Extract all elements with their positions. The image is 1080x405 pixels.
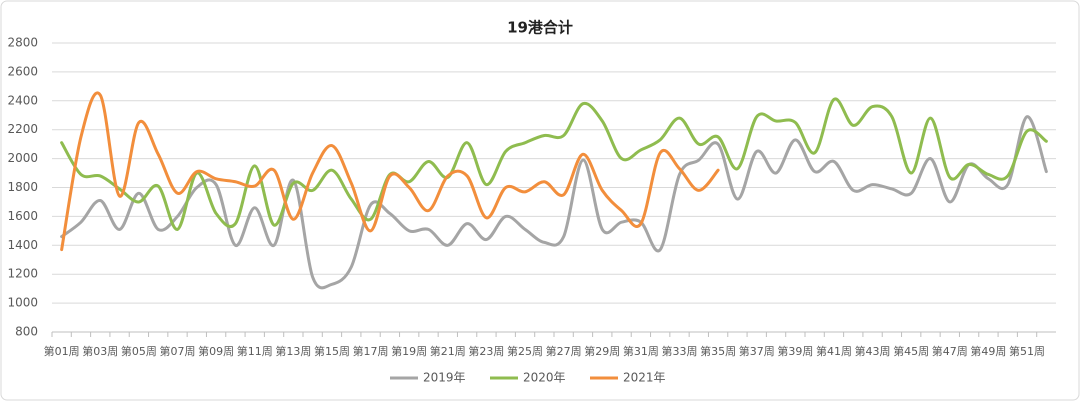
- chart-title: 19港合计: [507, 19, 573, 37]
- x-tick-label: 第21周: [430, 344, 466, 358]
- y-tick-label: 800: [15, 325, 38, 339]
- x-tick-label: 第11周: [237, 344, 273, 358]
- x-tick-label: 第25周: [507, 344, 543, 358]
- x-tick-label: 第29周: [584, 344, 620, 358]
- x-tick-label: 第33周: [662, 344, 698, 358]
- x-tick-label: 第17周: [353, 344, 389, 358]
- x-tick-label: 第41周: [816, 344, 852, 358]
- y-tick-label: 2800: [7, 36, 38, 50]
- x-tick-label: 第35周: [700, 344, 736, 358]
- x-tick-label: 第19周: [391, 344, 427, 358]
- x-tick-label: 第07周: [160, 344, 196, 358]
- line-series: [60, 97, 1048, 231]
- y-tick-label: 1400: [7, 238, 38, 252]
- x-tick-label: 第27周: [546, 344, 582, 358]
- y-tick-label: 1200: [7, 267, 38, 281]
- line-series: [60, 115, 1048, 290]
- y-tick-label: 1000: [7, 296, 38, 310]
- x-tick-label: 第13周: [275, 344, 311, 358]
- x-tick-label: 第05周: [121, 344, 157, 358]
- x-tick-label: 第45周: [893, 344, 929, 358]
- x-tick-label: 第47周: [932, 344, 968, 358]
- x-tick-label: 第37周: [739, 344, 775, 358]
- x-tick-label: 第09周: [198, 344, 234, 358]
- y-tick-label: 2400: [7, 93, 38, 107]
- legend-label: 2021年: [623, 371, 666, 385]
- x-tick-label: 第49周: [970, 344, 1006, 358]
- x-tick-label: 第43周: [855, 344, 891, 358]
- x-tick-label: 第01周: [44, 344, 80, 358]
- legend-label: 2020年: [523, 371, 566, 385]
- x-tick-label: 第39周: [777, 344, 813, 358]
- x-tick-label: 第51周: [1009, 344, 1045, 358]
- y-tick-label: 2600: [7, 64, 38, 78]
- y-tick-label: 1800: [7, 180, 38, 194]
- y-tick-label: 2200: [7, 122, 38, 136]
- y-tick-label: 2000: [7, 151, 38, 165]
- x-tick-label: 第15周: [314, 344, 350, 358]
- x-tick-label: 第23周: [468, 344, 504, 358]
- x-tick-label: 第03周: [82, 344, 118, 358]
- line-series: [60, 91, 720, 252]
- x-tick-label: 第31周: [623, 344, 659, 358]
- legend-label: 2019年: [423, 371, 466, 385]
- y-tick-label: 1600: [7, 209, 38, 223]
